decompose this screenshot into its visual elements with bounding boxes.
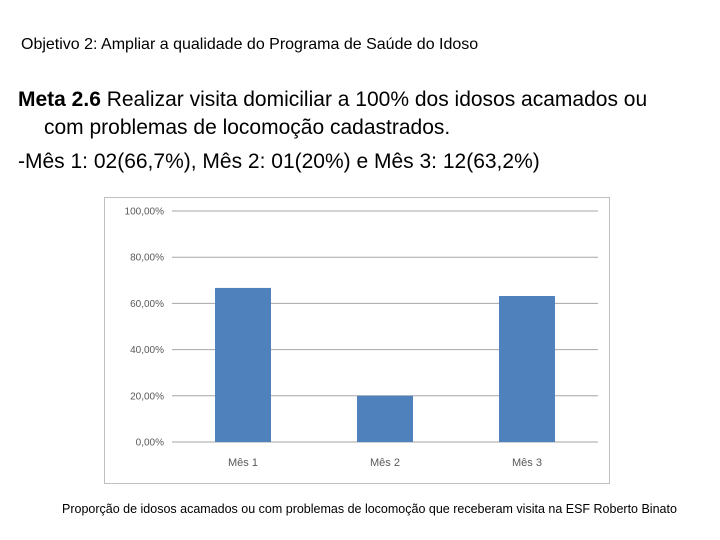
y-tick-label: 0,00% <box>136 438 164 449</box>
bar <box>215 287 271 442</box>
x-tick-label: Mês 2 <box>370 457 400 469</box>
y-tick-label: 40,00% <box>130 345 164 356</box>
meta-label: Meta 2.6 <box>18 88 101 111</box>
y-tick-label: 20,00% <box>130 391 164 402</box>
meta-text-line2: com problemas de locomoção cadastrados. <box>44 116 451 139</box>
bar <box>357 395 413 442</box>
y-tick-label: 80,00% <box>130 253 164 264</box>
bar <box>499 296 555 442</box>
y-tick-label: 100,00% <box>125 207 165 218</box>
meta-text-line1: Realizar visita domiciliar a 100% dos id… <box>100 88 648 111</box>
chart-caption: Proporção de idosos acamados ou com prob… <box>62 502 677 516</box>
x-tick-label: Mês 1 <box>228 457 258 469</box>
meta-description: Meta 2.6 Realizar visita domiciliar a 10… <box>18 86 698 142</box>
x-tick-label: Mês 3 <box>512 457 542 469</box>
objective-title: Objetivo 2: Ampliar a qualidade do Progr… <box>21 36 479 53</box>
months-summary: -Mês 1: 02(66,7%), Mês 2: 01(20%) e Mês … <box>18 150 540 173</box>
y-tick-label: 60,00% <box>130 299 164 310</box>
